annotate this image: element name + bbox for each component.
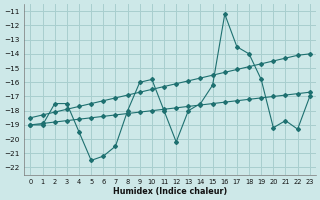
X-axis label: Humidex (Indice chaleur): Humidex (Indice chaleur) <box>113 187 227 196</box>
